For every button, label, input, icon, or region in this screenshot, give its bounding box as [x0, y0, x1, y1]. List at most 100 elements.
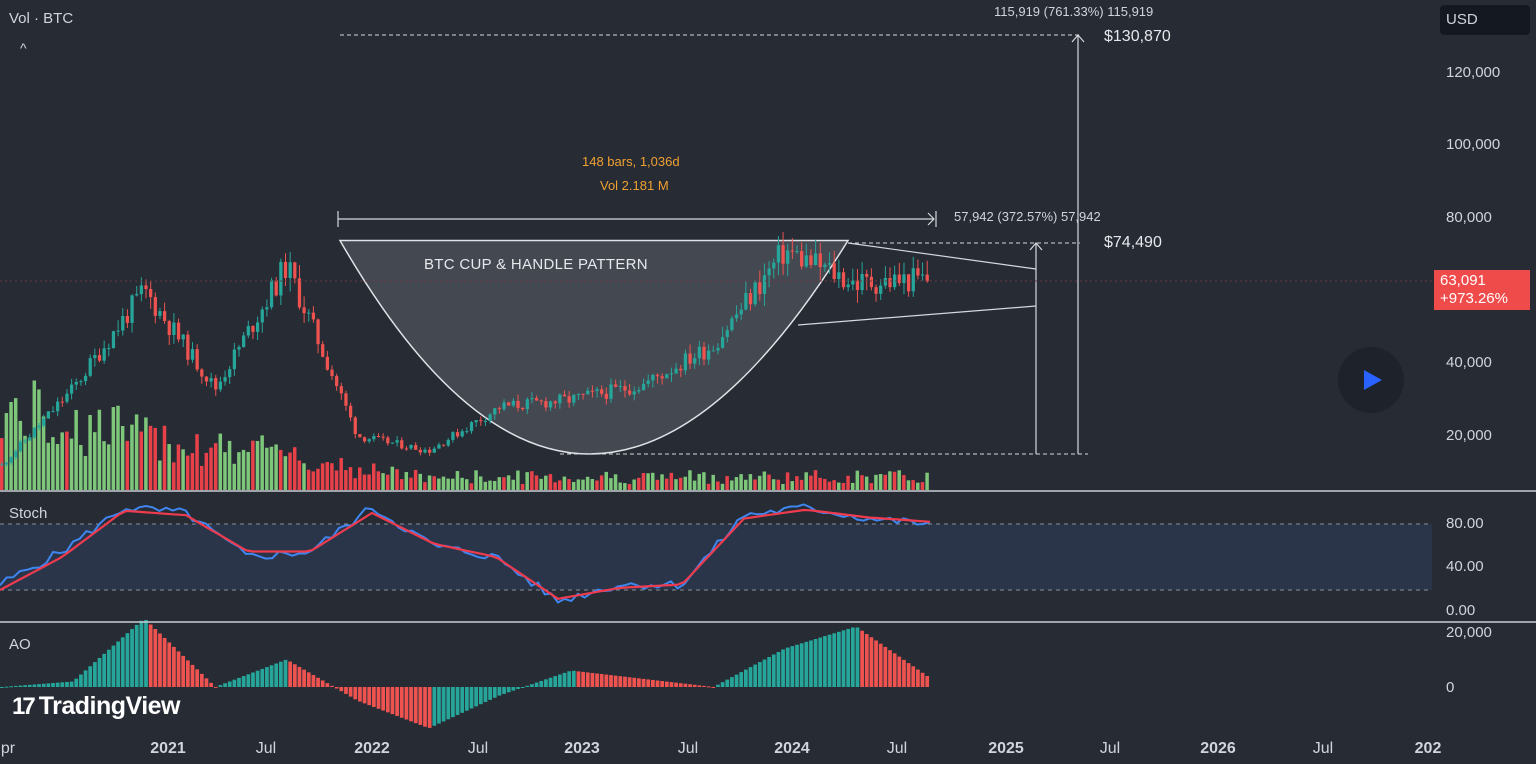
play-button[interactable]	[1338, 347, 1404, 413]
candle-body	[832, 263, 836, 280]
ao-bar	[702, 685, 706, 687]
ao-bar	[781, 649, 785, 687]
candle-body	[65, 393, 69, 402]
range-bars-label: 148 bars, 1,036d	[582, 154, 680, 169]
arrow-up-icon	[1029, 242, 1043, 251]
candle-body	[860, 273, 864, 291]
ao-bar	[581, 671, 585, 687]
volume-bar	[883, 474, 887, 490]
ao-bar	[46, 683, 51, 687]
ao-bar	[199, 673, 204, 687]
volume-bar	[655, 479, 660, 490]
volume-bar	[93, 432, 97, 490]
ao-bar	[864, 633, 869, 687]
volume-bar	[246, 451, 250, 490]
volume-bar	[832, 480, 836, 490]
ao-axis-tick: 20,000	[1446, 624, 1492, 641]
volume-bar	[623, 483, 627, 490]
ao-bar	[395, 687, 399, 716]
ao-bar	[316, 677, 320, 687]
candle-body	[139, 285, 143, 295]
ao-bar	[609, 675, 613, 687]
volume-bar	[227, 440, 232, 490]
ao-bar	[651, 679, 655, 687]
candle-body	[897, 274, 901, 284]
candle-body	[372, 436, 376, 440]
candle-body	[130, 295, 134, 323]
volume-bar	[697, 473, 701, 490]
candle-body	[902, 274, 906, 284]
candle-body	[669, 373, 674, 375]
volume-bar	[51, 437, 55, 490]
ao-bar	[599, 674, 604, 687]
volume-bar	[385, 474, 390, 490]
volume-bar	[502, 477, 506, 490]
volume-bar	[548, 474, 553, 490]
last-price: 63,091	[1440, 272, 1486, 289]
ao-bar	[37, 684, 41, 687]
volume-bar	[209, 447, 213, 490]
candle-body	[302, 307, 306, 314]
volume-bar	[97, 409, 102, 490]
candle-body	[916, 268, 920, 276]
candle-body	[772, 262, 776, 269]
arrow-right-icon	[927, 211, 937, 227]
candle-body	[246, 326, 250, 336]
ao-bar	[618, 676, 623, 687]
measure-small-label: 57,942 (372.57%) 57,942	[954, 209, 1101, 224]
measure-large-label: 115,919 (761.33%) 115,919	[994, 4, 1154, 19]
ao-bar	[878, 643, 883, 687]
ao-bar	[83, 670, 88, 687]
ao-bar	[162, 637, 167, 687]
ao-bar	[860, 630, 864, 687]
volume-bar	[111, 407, 116, 490]
currency-button[interactable]: USD	[1440, 5, 1530, 35]
volume-bar	[320, 463, 325, 490]
candle-body	[260, 309, 264, 323]
volume-bar	[571, 481, 576, 490]
candle-body	[237, 346, 241, 350]
volume-bar	[520, 483, 525, 490]
volume-bar	[757, 475, 762, 490]
volume-bar	[102, 441, 106, 490]
ao-bar	[97, 657, 102, 687]
volume-bar	[660, 474, 664, 490]
ao-bar	[590, 672, 595, 687]
candle-body	[451, 432, 455, 440]
ao-bar	[223, 683, 227, 687]
ao-bar	[330, 685, 334, 687]
ao-bar	[130, 629, 134, 687]
ao-bar	[623, 676, 627, 687]
candle-body	[781, 245, 785, 264]
candle-body	[428, 449, 432, 453]
volume-bar	[558, 480, 562, 490]
ao-bar	[218, 685, 223, 687]
ao-bar	[409, 687, 413, 722]
ao-bar	[288, 661, 293, 687]
candle-body	[255, 322, 260, 332]
candle-body	[125, 315, 130, 323]
ao-bar	[790, 646, 795, 687]
volume-bar	[609, 478, 613, 490]
ao-bar	[674, 682, 678, 687]
ao-bar	[153, 628, 158, 687]
volume-bar	[511, 479, 515, 490]
candle-body	[679, 368, 683, 371]
candle-body	[32, 427, 37, 438]
volume-bar	[925, 472, 929, 490]
candle-body	[804, 255, 808, 267]
volume-bar	[902, 475, 906, 490]
volume-bar	[837, 482, 841, 490]
candle-body	[218, 381, 223, 390]
ao-bar	[558, 674, 562, 687]
candle-body	[893, 274, 897, 288]
ao-bar	[664, 681, 669, 687]
volume-bar	[465, 479, 469, 490]
chevron-up-icon[interactable]: ^	[20, 40, 27, 56]
volume-bar	[492, 480, 497, 490]
volume-bar	[79, 445, 83, 490]
volume-bar	[585, 476, 590, 490]
candle-body	[353, 417, 357, 435]
price-axis-tick: 20,000	[1446, 427, 1492, 444]
